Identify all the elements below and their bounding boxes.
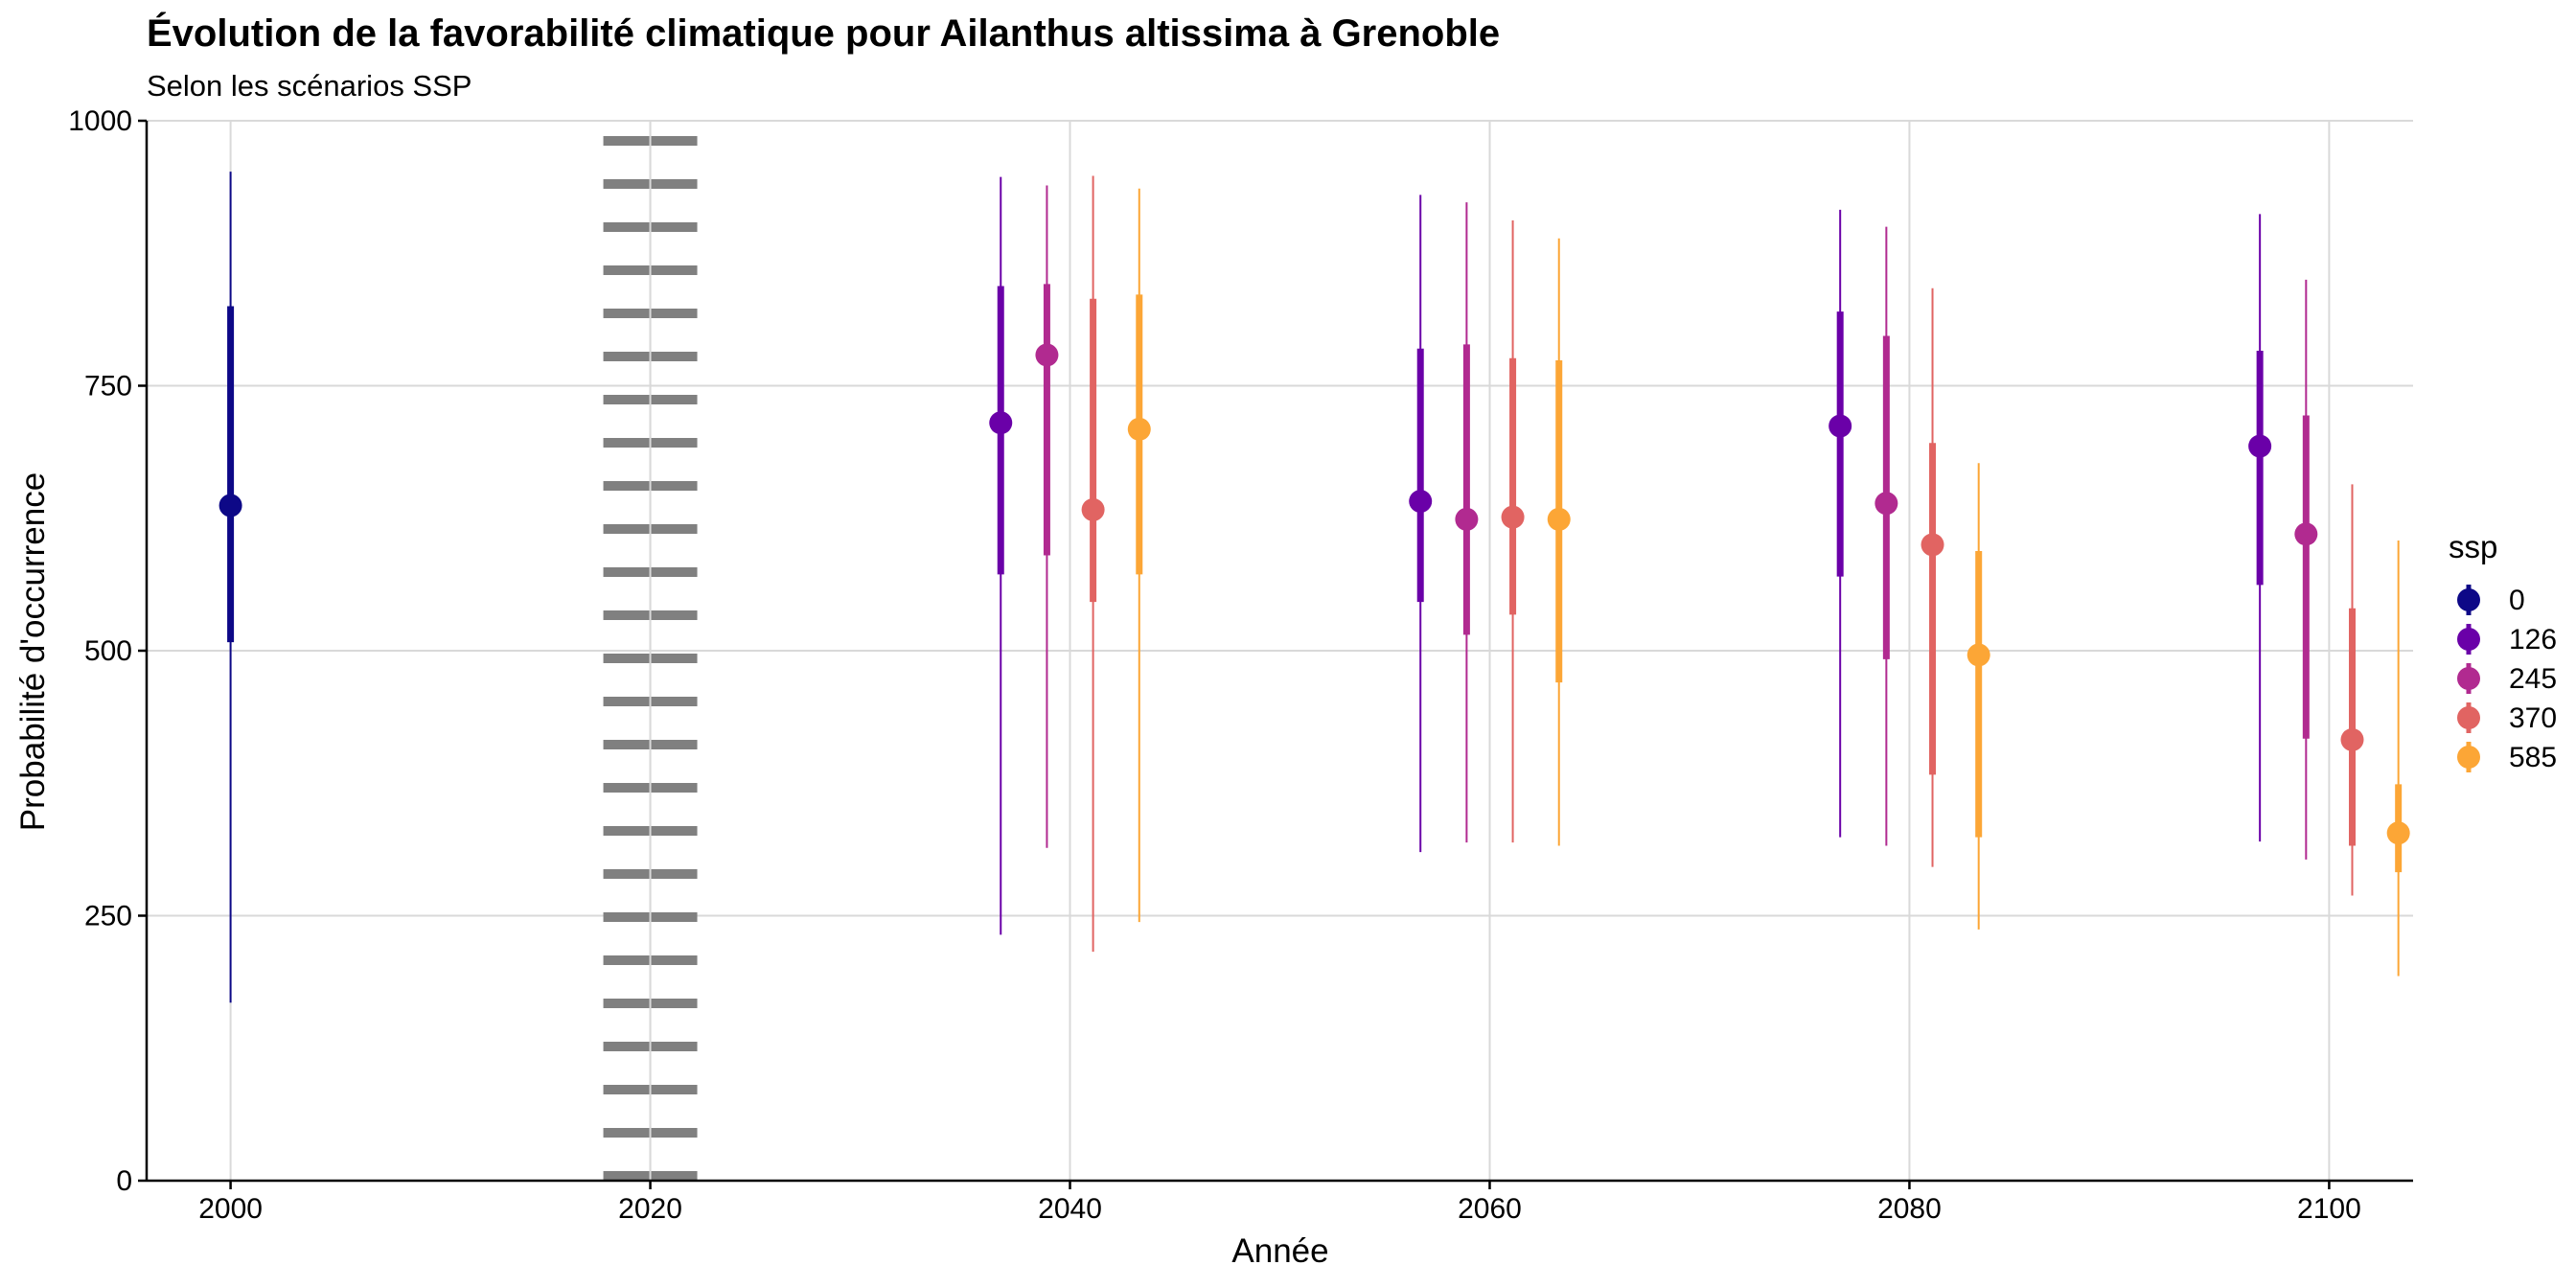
y-tick-label: 750 [84, 371, 132, 402]
legend-key-point [2457, 667, 2480, 690]
legend-key-point [2457, 588, 2480, 611]
point [1920, 533, 1944, 557]
point [218, 494, 242, 518]
pointrange-ssp0-2000 [218, 172, 242, 1003]
x-axis-ticks: 2000 2020 2040 2060 2080 2100 [198, 1181, 2361, 1225]
pointrange-ssp370-2100 [2340, 484, 2364, 896]
legend-label: 245 [2509, 663, 2557, 695]
pointrange-ssp126-2040 [989, 176, 1013, 935]
pointrange-ssp126-2080 [1828, 209, 1852, 838]
point [1501, 505, 1525, 529]
pointrange-ssp245-2060 [1455, 202, 1479, 843]
legend-label: 0 [2509, 585, 2525, 616]
y-tick-label: 1000 [68, 105, 132, 137]
pointrange-ssp245-2040 [1035, 185, 1059, 848]
pointrange-ssp370-2080 [1920, 288, 1944, 867]
point [2294, 522, 2318, 546]
legend-key-point [2457, 706, 2480, 729]
legend: ssp 0 126 245 370 585 [2449, 529, 2557, 773]
chart-subtitle: Selon les scénarios SSP [147, 69, 472, 103]
pointrange-ssp585-2080 [1966, 463, 1990, 930]
point [989, 411, 1013, 435]
legend-item-0: 0 [2457, 585, 2525, 616]
pointrange-ssp370-2060 [1501, 219, 1525, 843]
legend-item-585: 585 [2457, 742, 2557, 773]
point [1966, 643, 1990, 667]
x-tick-label: 2100 [2297, 1193, 2361, 1225]
point [1127, 417, 1151, 441]
x-tick-label: 2060 [1458, 1193, 1522, 1225]
point [2340, 727, 2364, 751]
point [2386, 821, 2410, 845]
legend-key-point [2457, 746, 2480, 769]
point [1455, 507, 1479, 531]
pointrange-ssp370-2040 [1081, 175, 1105, 953]
point [1409, 490, 1433, 514]
point [2248, 434, 2272, 458]
y-tick-label: 0 [116, 1165, 132, 1197]
x-tick-label: 2000 [198, 1193, 263, 1225]
y-axis-ticks: 0 250 500 750 1000 [68, 105, 147, 1197]
y-tick-label: 250 [84, 901, 132, 932]
pointrange-ssp126-2060 [1409, 195, 1433, 853]
legend-item-370: 370 [2457, 702, 2557, 734]
x-tick-label: 2040 [1038, 1193, 1102, 1225]
legend-item-126: 126 [2457, 624, 2557, 656]
y-tick-label: 500 [84, 635, 132, 667]
pointrange-ssp585-2040 [1127, 188, 1151, 923]
pointrange-ssp126-2100 [2248, 214, 2272, 842]
legend-title: ssp [2449, 529, 2497, 564]
point [1874, 492, 1898, 516]
legend-key-point [2457, 628, 2480, 651]
legend-item-245: 245 [2457, 663, 2557, 695]
pointrange-ssp245-2080 [1874, 226, 1898, 846]
pointrange-ssp245-2100 [2294, 279, 2318, 860]
data-marks [218, 172, 2410, 1003]
point [1828, 414, 1852, 438]
chart-title: Évolution de la favorabilité climatique … [147, 12, 1500, 55]
pointrange-ssp585-2100 [2386, 540, 2410, 977]
x-axis-title: Année [1231, 1232, 1328, 1270]
x-tick-label: 2020 [618, 1193, 682, 1225]
point [1035, 343, 1059, 367]
legend-label: 126 [2509, 624, 2557, 656]
legend-label: 585 [2509, 742, 2557, 773]
point [1081, 497, 1105, 521]
grid [147, 120, 2413, 1182]
x-tick-label: 2080 [1877, 1193, 1942, 1225]
y-axis-title: Probabilité d'occurrence [14, 472, 52, 831]
pointrange-ssp585-2060 [1547, 238, 1571, 846]
point [1547, 507, 1571, 531]
legend-label: 370 [2509, 702, 2557, 734]
